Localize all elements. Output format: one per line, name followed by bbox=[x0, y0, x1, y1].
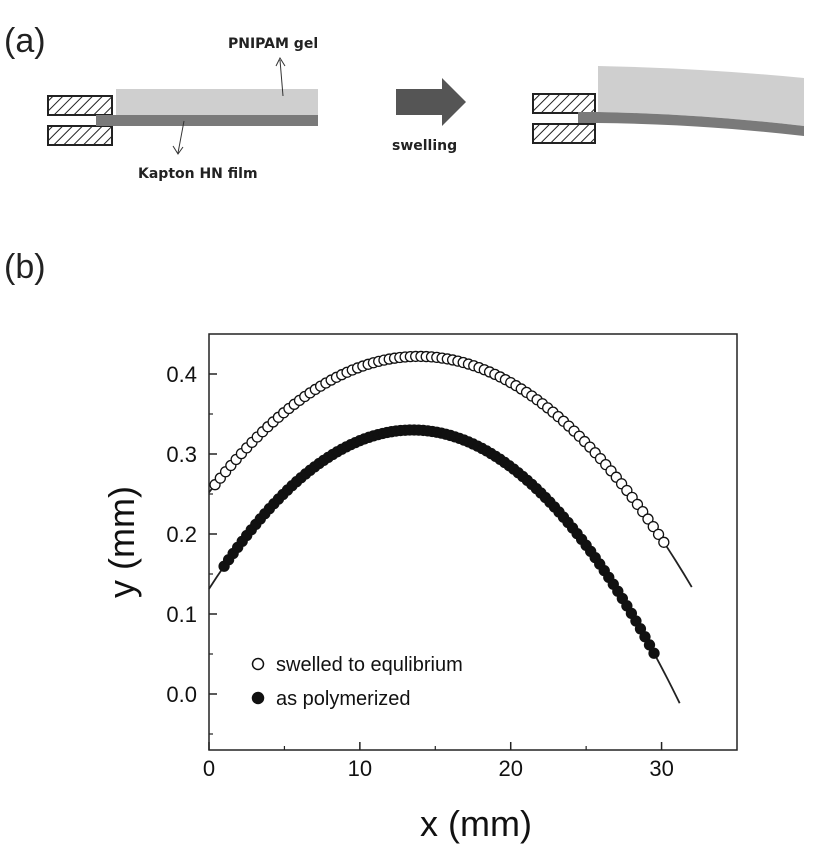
film-layer bbox=[96, 115, 318, 126]
data-points bbox=[209, 350, 670, 659]
x-axis-title: x (mm) bbox=[420, 803, 532, 844]
point-swelled bbox=[647, 520, 659, 533]
legend-marker-open bbox=[251, 657, 265, 671]
point-swelled bbox=[642, 513, 654, 525]
x-tick-label: 0 bbox=[203, 756, 215, 781]
clamp-top-right bbox=[532, 93, 596, 114]
x-tick-label: 30 bbox=[649, 756, 673, 781]
y-tick-label: 0.2 bbox=[166, 522, 197, 547]
clamp-bottom-left bbox=[47, 125, 113, 146]
chart: 0 10 20 30 0.0 0.1 0.2 0.3 0.4 x (mm) y (mm) sw… bbox=[101, 333, 738, 844]
clamp-bottom-right bbox=[532, 123, 596, 144]
film-pointer bbox=[177, 120, 185, 154]
clamp-top-left bbox=[47, 95, 113, 116]
x-axis: 0 10 20 30 bbox=[203, 742, 674, 781]
y-tick-label: 0.3 bbox=[166, 442, 197, 467]
fit-curve-swelled bbox=[208, 355, 693, 588]
plot-frame bbox=[208, 333, 738, 751]
panel-label-b: (b) bbox=[4, 248, 46, 286]
swelling-label: swelling bbox=[392, 138, 457, 154]
point-swelled bbox=[658, 536, 670, 548]
legend-label-swelled: swelled to equlibrium bbox=[276, 654, 463, 676]
swollen-gel bbox=[598, 66, 804, 126]
y-tick-label: 0.1 bbox=[166, 602, 197, 627]
point-swelled bbox=[652, 528, 665, 541]
x-tick-label: 10 bbox=[348, 756, 372, 781]
film-label: Kapton HN film bbox=[138, 166, 258, 182]
legend-label-polymerized: as polymerized bbox=[276, 688, 411, 710]
y-axis-title: y (mm) bbox=[101, 486, 142, 598]
gel-layer bbox=[116, 89, 318, 115]
point-polymerized bbox=[648, 647, 660, 659]
film-pointer-head bbox=[172, 145, 184, 155]
panel-label-a: (a) bbox=[4, 22, 46, 60]
x-tick-label: 20 bbox=[498, 756, 522, 781]
y-tick-label: 0.4 bbox=[166, 362, 197, 387]
legend: swelled to equlibrium as polymerized bbox=[251, 654, 463, 710]
legend-marker-filled bbox=[251, 691, 265, 705]
gel-pointer-head bbox=[275, 56, 286, 67]
gel-label: PNIPAM gel bbox=[228, 36, 318, 52]
y-axis: 0.0 0.1 0.2 0.3 0.4 bbox=[166, 362, 217, 735]
swelling-arrow bbox=[396, 78, 466, 126]
bent-film bbox=[578, 112, 804, 136]
schematic-panel: (a) PNIPAM gel Kapton HN film swelling bbox=[4, 22, 804, 182]
gel-pointer bbox=[279, 59, 284, 97]
y-tick-label: 0.0 bbox=[166, 682, 197, 707]
